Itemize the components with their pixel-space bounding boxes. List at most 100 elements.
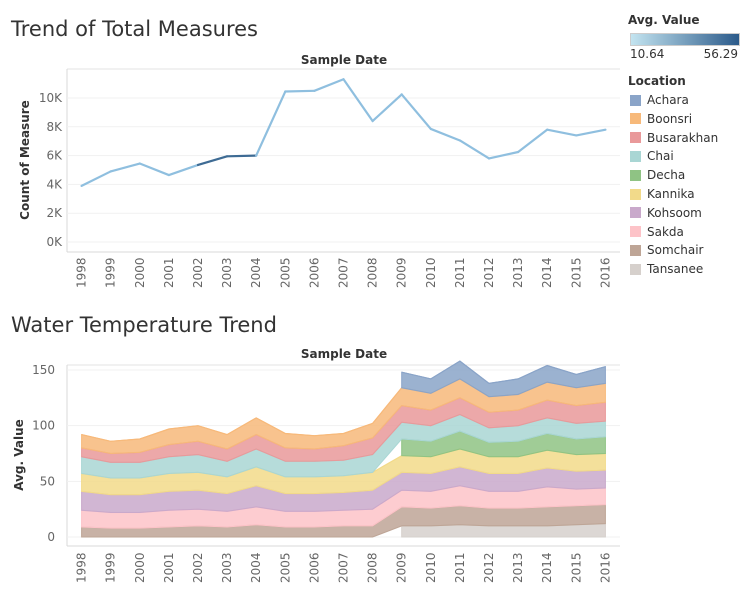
y-axis-label: Count of Measure <box>18 100 32 220</box>
water-temperature-area-chart[interactable]: Sample Date Avg. Value 0 50 100 150 1998 1999 20… <box>0 0 620 600</box>
y-tick-label: 100 <box>32 419 55 433</box>
x-tick-label: 2009 <box>395 257 409 288</box>
legend-swatch <box>630 207 641 219</box>
legend-label: Kohsoom <box>647 205 702 220</box>
line-segment[interactable] <box>109 162 141 173</box>
legend-swatch <box>630 113 641 125</box>
line-segment[interactable] <box>429 127 462 142</box>
color-legend-title: Avg. Value <box>628 13 700 27</box>
x-tick-label: 2007 <box>337 552 351 583</box>
color-legend-min: 10.64 <box>630 47 665 61</box>
x-tick-label: 2012 <box>482 257 496 288</box>
x-tick-label: 2009 <box>395 552 409 583</box>
y-tick-label: 4K <box>46 177 63 191</box>
x-tick-label: 2014 <box>540 257 554 288</box>
x-tick-label: 2005 <box>278 257 292 288</box>
x-tick-label: 2007 <box>337 257 351 288</box>
x-tick-label: 2004 <box>249 257 263 288</box>
x-tick-label: 2016 <box>598 257 612 288</box>
bottom-chart-title: Water Temperature Trend <box>11 313 277 337</box>
line-segment[interactable] <box>284 89 316 93</box>
line-segment[interactable] <box>196 155 229 167</box>
x-tick-label: 2001 <box>162 257 176 288</box>
legend-item-sakda[interactable]: Sakda <box>630 224 684 240</box>
x-tick-label: 2002 <box>191 552 205 583</box>
x-tick-label: 1998 <box>75 257 89 288</box>
plot-area <box>67 69 620 252</box>
x-tick-label: 2016 <box>598 552 612 583</box>
x-tick-label: 2003 <box>220 552 234 583</box>
x-tick-label: 2001 <box>162 552 176 583</box>
x-tick-label: 2010 <box>424 552 438 583</box>
line-segment[interactable] <box>138 162 170 177</box>
y-axis-label: Avg. Value <box>12 419 26 491</box>
chart-header: Sample Date <box>301 53 387 67</box>
line-segment[interactable] <box>517 128 549 154</box>
legend-item-kannika[interactable]: Kannika <box>630 186 695 202</box>
x-tick-label: 1999 <box>104 552 118 583</box>
color-legend-max: 56.29 <box>703 47 738 61</box>
line-segment[interactable] <box>371 93 403 123</box>
x-tick-label: 2015 <box>569 257 583 288</box>
legend-label: Tansanee <box>647 262 704 277</box>
legend-item-decha[interactable]: Decha <box>630 167 685 183</box>
legend-item-achara[interactable]: Achara <box>630 92 689 108</box>
legend-item-boonsri[interactable]: Boonsri <box>630 111 692 127</box>
x-tick-label: 2000 <box>133 257 147 288</box>
x-tick-label: 2011 <box>453 257 467 288</box>
legend-label: Boonsri <box>647 111 693 126</box>
total-measures-line-chart[interactable]: Sample Date Count of Measure 0K 2K 4K 6K 8K 10K… <box>0 0 620 300</box>
legend-label: Decha <box>647 168 686 183</box>
line-segment[interactable] <box>313 78 345 92</box>
y-tick-label: 2K <box>46 206 63 220</box>
line-segment[interactable] <box>225 154 258 158</box>
location-legend-title: Location <box>628 74 686 88</box>
legend-label: Chai <box>647 149 674 164</box>
x-tick-label: 2010 <box>424 257 438 288</box>
x-tick-label: 2000 <box>133 552 147 583</box>
legend-swatch <box>630 244 641 256</box>
legend-swatch <box>630 263 641 275</box>
legend-item-somchair[interactable]: Somchair <box>630 242 703 258</box>
line-segment[interactable] <box>458 139 491 160</box>
line-segment[interactable] <box>575 128 607 137</box>
x-tick-label: 2006 <box>307 552 321 583</box>
line-segment[interactable] <box>80 170 112 187</box>
y-tick-label: 50 <box>40 474 55 488</box>
legend-label: Busarakhan <box>647 130 719 145</box>
line-segment[interactable] <box>546 128 578 137</box>
legend-item-busarakhan[interactable]: Busarakhan <box>630 130 718 146</box>
color-gradient-bar <box>630 33 740 46</box>
line-segment[interactable] <box>167 163 200 177</box>
x-tick-label: 1999 <box>104 257 118 288</box>
x-tick-label: 2014 <box>540 552 554 583</box>
x-tick-label: 2004 <box>249 552 263 583</box>
x-tick-label: 2005 <box>278 552 292 583</box>
y-tick-label: 0 <box>47 530 55 544</box>
legend-item-tansanee[interactable]: Tansanee <box>630 261 703 277</box>
x-tick-label: 2002 <box>191 257 205 288</box>
line-segment[interactable] <box>400 93 432 131</box>
legend-swatch <box>630 132 641 144</box>
legend-item-chai[interactable]: Chai <box>630 148 674 164</box>
top-chart-title: Trend of Total Measures <box>11 17 258 41</box>
chart-header: Sample Date <box>301 347 387 361</box>
x-tick-label: 1998 <box>75 552 89 583</box>
area-edge-achara <box>401 360 606 385</box>
y-tick-label: 8K <box>46 120 63 134</box>
legend-item-kohsoom[interactable]: Kohsoom <box>630 205 702 221</box>
x-tick-label: 2013 <box>511 257 525 288</box>
legend-swatch <box>630 150 641 162</box>
x-tick-label: 2006 <box>307 257 321 288</box>
y-tick-label: 0K <box>46 235 63 249</box>
legend-label: Sakda <box>647 224 684 239</box>
legend-label: Kannika <box>647 187 695 201</box>
line-segment[interactable] <box>255 90 287 157</box>
line-segment[interactable] <box>487 150 520 160</box>
x-tick-label: 2003 <box>220 257 234 288</box>
legend-swatch <box>630 169 641 181</box>
line-segment[interactable] <box>342 78 374 123</box>
x-tick-label: 2011 <box>453 552 467 583</box>
x-tick-label: 2012 <box>482 552 496 583</box>
